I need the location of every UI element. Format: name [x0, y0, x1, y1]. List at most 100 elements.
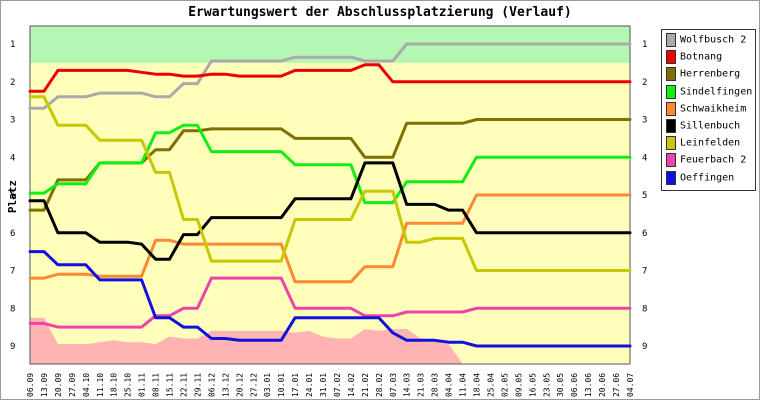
x-tick-label: 27.06: [612, 373, 621, 397]
y-tick-label-right: 4: [642, 153, 647, 163]
x-tick-label: 25.04: [486, 373, 495, 397]
x-tick-label: 30.05: [556, 373, 565, 397]
y-tick-label-right: 5: [642, 191, 647, 201]
chart-title: Erwartungswert der Abschlussplatzierung …: [188, 5, 572, 20]
y-tick-label-right: 7: [642, 267, 647, 277]
x-tick-label: 13.09: [40, 373, 49, 397]
x-tick-label: 13.06: [584, 373, 593, 397]
legend-label: Wolfbusch 2: [680, 34, 747, 46]
y-tick-label-left: 2: [10, 78, 15, 88]
y-tick-label-left: 1: [10, 40, 15, 50]
x-tick-label: 25.10: [124, 373, 133, 397]
x-tick-label: 11.10: [96, 373, 105, 397]
series-line-4: [28, 123, 632, 205]
legend-label: Leinfelden: [680, 137, 741, 149]
legend-label: Feuerbach 2: [680, 154, 747, 166]
x-tick-label: 08.11: [152, 373, 161, 397]
series-line-1: [28, 42, 632, 110]
legend-label: Sillenbuch: [680, 120, 741, 132]
x-tick-label: 18.04: [473, 373, 482, 397]
legend-label: Botnang: [680, 51, 723, 63]
x-tick-label: 14.02: [347, 373, 356, 397]
x-tick-label: 29.11: [193, 373, 202, 397]
x-tick-label: 11.04: [459, 373, 468, 397]
y-tick-label-left: 9: [10, 342, 15, 352]
legend-swatch: [666, 101, 676, 116]
x-tick-label: 18.10: [110, 373, 119, 397]
legend-label: Sindelfingen: [680, 86, 753, 98]
legend-item: Botnang: [666, 50, 723, 65]
band-1: [30, 62, 630, 364]
x-tick-label: 28.02: [375, 373, 384, 397]
legend-item: Sindelfingen: [666, 84, 753, 99]
legend-item: Oeffingen: [666, 170, 735, 185]
x-tick-label: 02.05: [500, 373, 509, 397]
x-tick-label: 21.03: [417, 373, 426, 397]
x-tick-label: 07.02: [333, 373, 342, 397]
x-tick-label: 16.05: [528, 373, 537, 397]
y-tick-label-left: 7: [10, 267, 15, 277]
series-line-7: [28, 95, 632, 272]
x-tick-label: 24.01: [305, 373, 314, 397]
y-tick-label-right: 9: [642, 342, 647, 352]
y-tick-label-left: 6: [10, 229, 15, 239]
x-tick-label: 31.01: [319, 373, 328, 397]
x-tick-label: 06.06: [570, 373, 579, 397]
x-tick-label: 20.09: [54, 373, 63, 397]
x-tick-label: 15.11: [166, 373, 175, 397]
x-tick-label: 04.07: [626, 373, 635, 397]
legend-swatch: [666, 153, 676, 168]
x-tick-label: 21.02: [361, 373, 370, 397]
y-tick-label-left: 5: [10, 191, 15, 201]
y-tick-label-left: 8: [10, 304, 15, 314]
x-tick-label: 04.04: [445, 373, 454, 397]
legend-label: Schwaikheim: [680, 103, 747, 115]
x-tick-label: 27.09: [68, 373, 77, 397]
x-tick-label: 03.01: [263, 373, 272, 397]
legend-swatch: [666, 84, 676, 99]
legend-item: Schwaikheim: [666, 101, 747, 116]
x-tick-label: 01.11: [138, 373, 147, 397]
x-tick-label: 28.03: [431, 373, 440, 397]
y-tick-label-right: 3: [642, 116, 647, 126]
legend: Wolfbusch 2 Botnang Herrenberg Sindelfingen…: [661, 29, 756, 191]
x-tick-label: 13.12: [221, 373, 230, 397]
x-tick-label: 22.11: [179, 373, 188, 397]
y-tick-label-right: 8: [642, 304, 647, 314]
series-line-9: [28, 250, 632, 348]
legend-item: Herrenberg: [666, 67, 741, 82]
y-tick-label-right: 2: [642, 78, 647, 88]
legend-label: Herrenberg: [680, 68, 741, 80]
y-tick-label-left: 4: [10, 153, 15, 163]
legend-label: Oeffingen: [680, 172, 735, 184]
legend-swatch: [666, 67, 676, 82]
x-tick-label: 06.09: [26, 373, 35, 397]
series-line-8: [28, 276, 632, 329]
legend-item: Sillenbuch: [666, 119, 740, 133]
y-tick-label-right: 1: [642, 40, 647, 50]
x-tick-label: 20.06: [598, 373, 607, 397]
x-tick-label: 06.12: [207, 373, 216, 397]
series-line-5: [28, 193, 632, 284]
legend-item: Feuerbach 2: [666, 153, 747, 168]
x-tick-label: 17.01: [291, 373, 300, 397]
x-tick-label: 04.10: [82, 373, 91, 397]
x-tick-label: 14.03: [403, 373, 412, 397]
series-line-6: [28, 161, 632, 261]
legend-item: Leinfelden: [666, 136, 741, 151]
legend-swatch: [666, 33, 676, 47]
y-tick-label-left: 3: [10, 116, 15, 126]
x-tick-label: 10.01: [277, 373, 286, 397]
x-tick-label: 27.12: [249, 373, 258, 397]
legend-swatch: [666, 119, 676, 133]
x-tick-label: 07.03: [389, 373, 398, 397]
probability-area: [30, 317, 630, 364]
x-tick-label: 23.05: [542, 373, 551, 397]
series-line-2: [28, 63, 632, 93]
x-tick-label: 09.05: [514, 373, 523, 397]
legend-swatch: [666, 50, 676, 65]
legend-swatch: [666, 136, 676, 151]
y-tick-label-right: 6: [642, 229, 647, 239]
legend-item: Wolfbusch 2: [666, 33, 746, 47]
